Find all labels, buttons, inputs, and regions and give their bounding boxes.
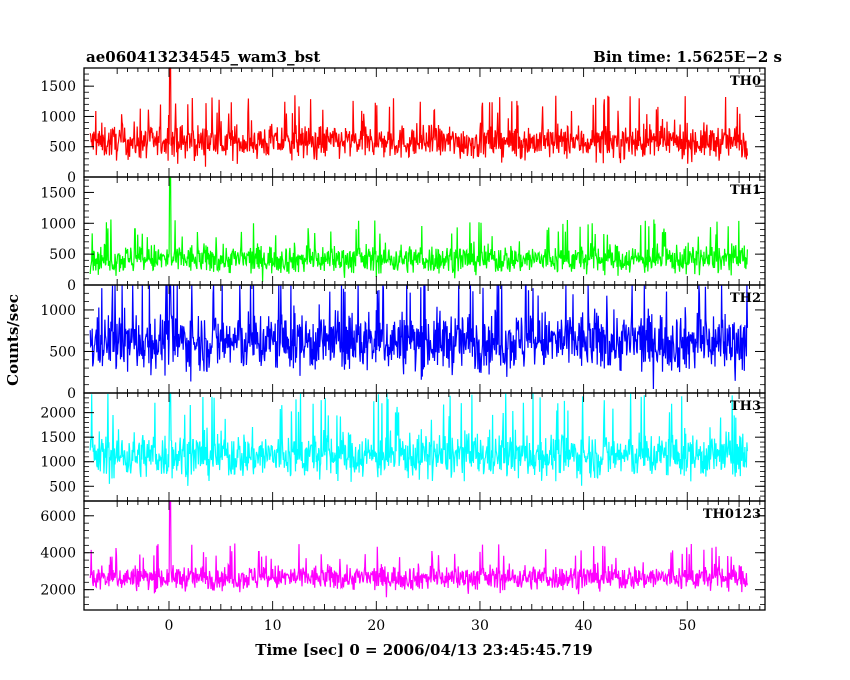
panel-label-th1: TH1 [730,183,761,198]
y-tick-label: 0 [67,170,76,186]
x-axis-label: Time [sec] 0 = 2006/04/13 23:45:45.719 [255,641,592,659]
x-tick-label: 30 [471,618,489,634]
y-tick-label: 0 [67,386,76,402]
x-tick-label: 50 [678,618,696,634]
x-tick-label: 0 [165,618,174,634]
y-tick-label: 500 [49,479,76,495]
y-tick-label: 1500 [40,79,76,95]
y-tick-label: 1000 [40,109,76,125]
panel-label-th0123: TH0123 [703,507,761,522]
y-tick-label: 6000 [40,509,76,525]
series-line-th2 [89,284,748,390]
panel-frame-th1 [83,176,766,286]
panels-group: TH0050010001500TH1050010001500TH20500100… [40,67,766,634]
series-line-th0 [89,67,748,167]
y-tick-label: 2000 [40,583,76,599]
series-line-th0123 [89,500,748,598]
y-tick-label: 1500 [40,430,76,446]
y-tick-label: 1000 [40,455,76,471]
chart-title: ae060413234545_wam3_bst [86,48,320,66]
panel-label-th0: TH0 [730,74,761,89]
panel-frame-th0123 [83,500,766,611]
panel-label-th3: TH3 [730,399,761,414]
panel-label-th2: TH2 [730,291,761,306]
y-tick-label: 1000 [40,303,76,319]
y-tick-label: 500 [49,247,76,263]
x-tick-label: 40 [575,618,593,634]
y-tick-label: 500 [49,344,76,360]
y-axis-label: Counts/sec [4,294,22,386]
y-tick-label: 4000 [40,546,76,562]
y-tick-label: 500 [49,140,76,156]
bin-time-label: Bin time: 1.5625E−2 s [593,48,782,66]
x-tick-label: 10 [264,618,282,634]
y-tick-label: 1500 [40,185,76,201]
series-line-th3 [89,392,748,486]
x-tick-label: 20 [367,618,385,634]
y-tick-label: 2000 [40,406,76,422]
series-line-th1 [89,176,748,282]
y-tick-label: 0 [67,278,76,294]
y-tick-label: 1000 [40,216,76,232]
